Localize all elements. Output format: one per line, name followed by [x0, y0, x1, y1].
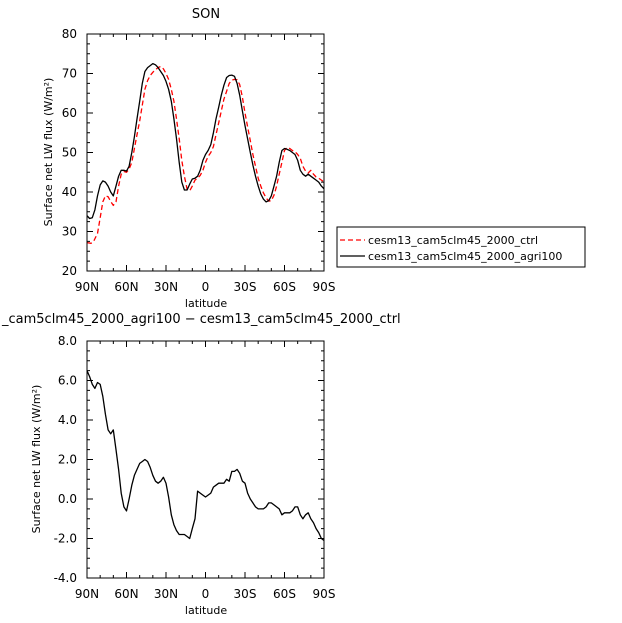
top-panel-y-axis-label: Surface net LW flux (W/m²)	[42, 78, 55, 227]
top-y-tick-label: 60	[62, 106, 77, 120]
bottom-panel-x-axis-label: latitude	[185, 604, 227, 617]
top-y-tick-label: 50	[62, 146, 77, 160]
bottom-x-tick-label: 60S	[273, 587, 296, 601]
bottom-panel-plot-frame	[86, 340, 325, 579]
bottom-panel: _cam5clm45_2000_agri100 − cesm13_cam5clm…	[1, 312, 401, 617]
top-y-tick-label: 70	[62, 67, 77, 81]
top-series-line-1	[86, 62, 325, 220]
top-y-tick-label: 30	[62, 225, 77, 239]
bottom-panel-title: _cam5clm45_2000_agri100 − cesm13_cam5clm…	[1, 312, 401, 327]
top-panel-x-axis-label: latitude	[185, 297, 227, 310]
top-x-tick-label: 60S	[273, 280, 296, 294]
top-series-line-0	[86, 65, 325, 244]
bottom-series-line-0	[86, 370, 325, 542]
top-panel-legend: cesm13_cam5clm45_2000_ctrl cesm13_cam5cl…	[336, 226, 586, 268]
top-y-tick-label: 20	[62, 264, 77, 278]
bottom-x-tick-label: 30N	[154, 587, 178, 601]
legend-label-ctrl: cesm13_cam5clm45_2000_ctrl	[368, 234, 538, 247]
legend-label-agri100: cesm13_cam5clm45_2000_agri100	[368, 250, 562, 263]
bottom-y-tick-label: 2.0	[58, 453, 77, 467]
bottom-y-tick-label: -2.0	[54, 532, 77, 546]
bottom-x-tick-label: 0	[202, 587, 210, 601]
top-x-tick-label: 60N	[114, 280, 138, 294]
top-y-tick-label: 40	[62, 185, 77, 199]
top-x-tick-label: 30S	[234, 280, 257, 294]
top-panel-title: SON	[192, 7, 220, 22]
top-panel-plot-frame	[86, 33, 325, 272]
legend-box	[336, 226, 586, 268]
bottom-x-tick-label: 60N	[114, 587, 138, 601]
bottom-x-tick-label: 90S	[313, 587, 336, 601]
top-x-tick-label: 90N	[75, 280, 99, 294]
top-x-tick-label: 90S	[313, 280, 336, 294]
bottom-x-tick-label: 90N	[75, 587, 99, 601]
bottom-y-tick-label: 8.0	[58, 334, 77, 348]
top-panel: SON 90N 60N 30N 0 30S 60S 90S 20 30 40 50 60 70 80 la…	[42, 7, 586, 310]
top-x-tick-label: 30N	[154, 280, 178, 294]
top-x-tick-label: 0	[202, 280, 210, 294]
bottom-y-tick-label: 6.0	[58, 374, 77, 388]
bottom-x-tick-label: 30S	[234, 587, 257, 601]
bottom-y-tick-label: 4.0	[58, 413, 77, 427]
top-y-tick-label: 80	[62, 27, 77, 41]
bottom-y-tick-label: 0.0	[58, 492, 77, 506]
bottom-y-tick-label: -4.0	[54, 571, 77, 585]
bottom-panel-y-axis-label: Surface net LW flux (W/m²)	[30, 385, 43, 534]
